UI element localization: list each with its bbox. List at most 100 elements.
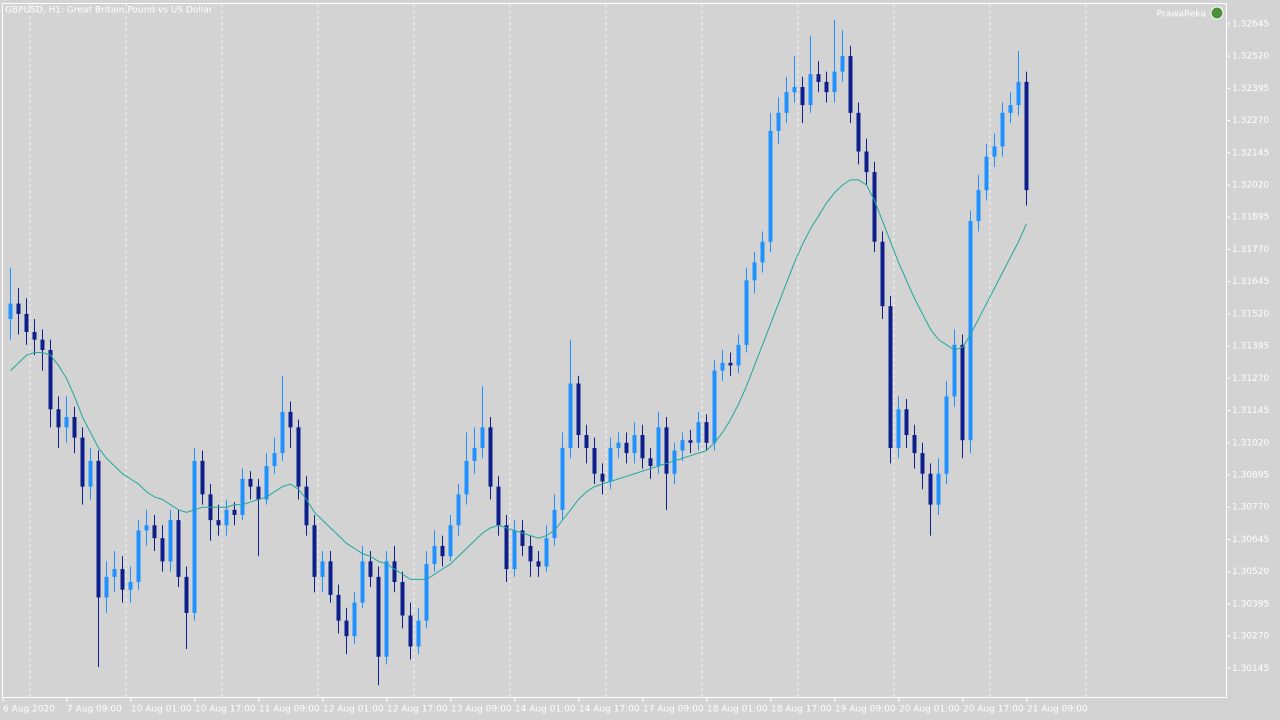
badge-icon <box>1210 6 1224 20</box>
candle-body <box>656 427 661 466</box>
y-tick-label: 1.31270 <box>1232 374 1269 384</box>
candle-body <box>624 442 629 454</box>
candle-body <box>888 306 893 448</box>
candle-body <box>800 87 805 106</box>
candle-body <box>224 509 229 526</box>
y-tick-label: 1.32020 <box>1232 180 1269 190</box>
candle-body <box>200 460 205 495</box>
candle-body <box>360 561 365 603</box>
candle-body <box>744 280 749 345</box>
moving-average <box>10 179 1027 580</box>
candle-body <box>184 576 189 613</box>
candle-body <box>584 435 589 448</box>
candle-body <box>872 172 877 242</box>
x-tick-label: 20 Aug 01:00 <box>899 705 960 715</box>
candle-body <box>152 525 157 539</box>
candle-body <box>176 520 181 577</box>
candle-body <box>952 344 957 397</box>
candle-body <box>896 409 901 448</box>
candle-body <box>352 602 357 637</box>
plot-frame <box>2 3 1227 698</box>
candle-body <box>112 569 117 577</box>
candle-body <box>296 427 301 487</box>
candle-body <box>488 427 493 487</box>
candle-body <box>944 396 949 474</box>
x-tick-label: 21 Aug 09:00 <box>1027 705 1088 715</box>
candle-body <box>792 87 797 93</box>
candle-body <box>232 509 237 515</box>
candle-body <box>712 370 717 443</box>
y-tick-label: 1.30895 <box>1232 471 1269 481</box>
candle-body <box>240 478 245 515</box>
x-tick-label: 20 Aug 17:00 <box>963 705 1024 715</box>
candle-body <box>16 303 21 314</box>
candle-body <box>368 561 373 577</box>
candle-body <box>40 339 45 350</box>
y-tick-label: 1.31395 <box>1232 342 1269 352</box>
candle-body <box>136 530 141 582</box>
candle-body <box>968 221 973 441</box>
candle-body <box>480 427 485 448</box>
candle-body <box>672 450 677 474</box>
candle-body <box>560 447 565 510</box>
candle-body <box>400 581 405 616</box>
candle-body <box>160 538 165 562</box>
candle-body <box>192 460 197 613</box>
y-tick-label: 1.32645 <box>1232 19 1269 29</box>
candle-body <box>576 383 581 436</box>
candle-body <box>1008 105 1013 113</box>
candle-body <box>704 422 709 443</box>
x-tick-label: 12 Aug 17:00 <box>387 705 448 715</box>
candle-body <box>1016 81 1021 106</box>
x-tick-label: 18 Aug 17:00 <box>771 705 832 715</box>
y-tick-label: 1.30145 <box>1232 664 1269 674</box>
x-tick-label: 10 Aug 01:00 <box>131 705 192 715</box>
candle-body <box>344 620 349 637</box>
candle-body <box>776 112 781 131</box>
x-tick-label: 6 Aug 2020 <box>3 705 55 715</box>
y-tick-label: 1.31145 <box>1232 406 1269 416</box>
candle-body <box>808 74 813 106</box>
candle-body <box>448 525 453 557</box>
candle-body <box>104 576 109 598</box>
candle-body <box>64 417 69 428</box>
candle-body <box>832 71 837 93</box>
candle-body <box>144 525 149 531</box>
candle-body <box>592 447 597 474</box>
candle-body <box>640 435 645 459</box>
candle-body <box>648 458 653 466</box>
y-tick-label: 1.32395 <box>1232 84 1269 94</box>
candle-body <box>264 465 269 500</box>
candle-body <box>680 440 685 451</box>
candle-body <box>720 362 725 371</box>
y-tick-label: 1.31520 <box>1232 309 1269 319</box>
candle-body <box>552 509 557 539</box>
candle-body <box>928 473 933 505</box>
y-tick-label: 1.32270 <box>1232 116 1269 126</box>
candle-body <box>80 437 85 487</box>
candle-body <box>328 561 333 595</box>
y-tick-label: 1.31770 <box>1232 245 1269 255</box>
y-tick-label: 1.30770 <box>1232 503 1269 513</box>
candle-body <box>48 349 53 410</box>
day-separators <box>29 4 1087 697</box>
candle-body <box>320 561 325 577</box>
y-tick-label: 1.30270 <box>1232 632 1269 642</box>
candle-body <box>728 362 733 366</box>
candle-body <box>24 313 29 332</box>
x-tick-label: 11 Aug 09:00 <box>259 705 320 715</box>
candle-body <box>696 422 701 443</box>
candle-body <box>424 563 429 621</box>
candle-body <box>440 545 445 557</box>
y-tick-label: 1.31020 <box>1232 438 1269 448</box>
candle-body <box>920 453 925 474</box>
badge: PrawaReka <box>1157 10 1206 20</box>
candle-body <box>976 190 981 222</box>
candle-body <box>984 156 989 191</box>
candle-body <box>392 561 397 582</box>
candle-body <box>472 447 477 461</box>
candle-body <box>688 440 693 443</box>
candle-body <box>856 112 861 152</box>
y-tick-label: 1.30395 <box>1232 599 1269 609</box>
